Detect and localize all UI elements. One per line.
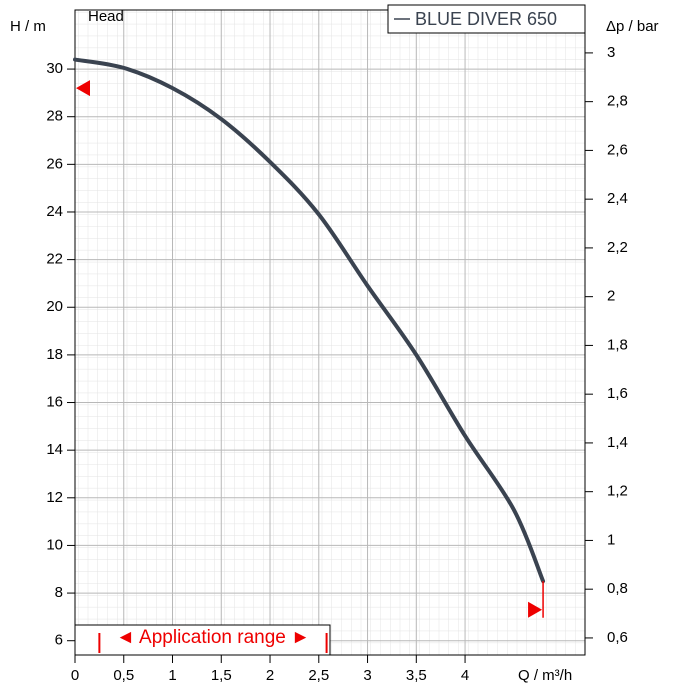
y-tick-label: 14 — [46, 441, 63, 458]
x-tick-label: 3 — [363, 667, 371, 684]
application-range-box — [74, 624, 331, 656]
max-marker — [528, 601, 543, 618]
y-tick-label: 12 — [46, 489, 63, 506]
x-tick-label: 4 — [461, 667, 469, 684]
application-range-label: ◄ Application range ► — [116, 627, 310, 648]
y-tick-label: 22 — [46, 251, 63, 268]
y-tick-label: 20 — [46, 298, 63, 315]
minor-grid-area — [75, 10, 585, 655]
y2-tick-label: 1 — [607, 531, 615, 548]
head-curve — [73, 57, 546, 584]
y2-axis-label: Δp / bar — [606, 18, 659, 35]
y2-tick-label: 1,8 — [607, 336, 628, 353]
y-tick-label: 26 — [46, 155, 63, 172]
y2-tick-label: 2,8 — [607, 93, 628, 110]
x-tick-label: 0,5 — [113, 667, 134, 684]
corner-label: Head — [88, 8, 124, 25]
x-axis-label: Q / m³/h — [518, 667, 572, 684]
y2-tick-label: 1,6 — [607, 385, 628, 402]
x-tick-label: 1,5 — [211, 667, 232, 684]
y-tick-label: 6 — [55, 632, 63, 649]
x-tick-label: 1 — [168, 667, 176, 684]
x-tick-label: 2,5 — [308, 667, 329, 684]
legend-box — [387, 4, 586, 34]
y-tick-label: 28 — [46, 108, 63, 125]
y2-tick-label: 2,6 — [607, 141, 628, 158]
legend-label: BLUE DIVER 650 — [415, 9, 557, 29]
x-tick-label: 2 — [266, 667, 274, 684]
y-tick-label: 16 — [46, 393, 63, 410]
y2-tick-label: 2,4 — [607, 190, 628, 207]
x-tick-label: 3,5 — [406, 667, 427, 684]
y-tick-label: 18 — [46, 346, 63, 363]
x-tick-label: 0 — [71, 667, 79, 684]
y2-tick-label: 0,8 — [607, 580, 628, 597]
y-tick-label: 10 — [46, 536, 63, 553]
y-tick-label: 8 — [55, 584, 63, 601]
y2-tick-label: 2 — [607, 288, 615, 305]
y-tick-label: 30 — [46, 60, 63, 77]
y-tick-label: 24 — [46, 203, 63, 220]
min-marker — [76, 80, 90, 97]
layer: 0 0,5 1 1,5 2 2,5 3 3,5 468101214161820222426283… — [46, 4, 628, 684]
y2-tick-label: 1,2 — [607, 483, 628, 500]
y2-tick-label: 1,4 — [607, 434, 628, 451]
y2-tick-label: 0,6 — [607, 629, 628, 646]
y2-tick-label: 3 — [607, 44, 615, 61]
y-axis-label: H / m — [10, 18, 46, 35]
y2-tick-label: 2,2 — [607, 239, 628, 256]
